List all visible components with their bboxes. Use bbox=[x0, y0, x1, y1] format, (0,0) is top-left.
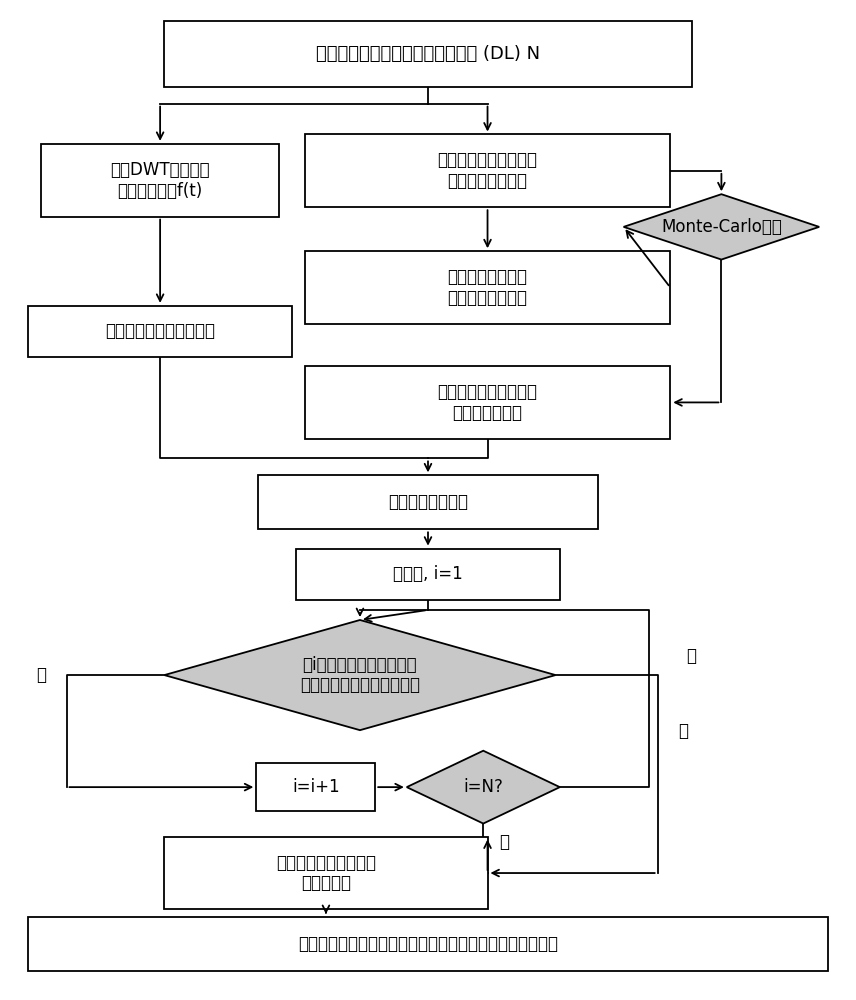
Text: i=i+1: i=i+1 bbox=[292, 778, 340, 796]
Text: 比较二者位置关系: 比较二者位置关系 bbox=[388, 493, 468, 511]
Polygon shape bbox=[164, 620, 556, 730]
FancyBboxPatch shape bbox=[256, 763, 375, 811]
Text: 确定标准小波能量密度
函数及置信区间: 确定标准小波能量密度 函数及置信区间 bbox=[437, 383, 538, 422]
Text: 初始化, i=1: 初始化, i=1 bbox=[393, 565, 463, 583]
FancyBboxPatch shape bbox=[305, 366, 670, 439]
FancyBboxPatch shape bbox=[305, 134, 670, 207]
FancyBboxPatch shape bbox=[296, 549, 560, 600]
Polygon shape bbox=[624, 194, 819, 260]
Text: 应用DWT方法分析
水文时间序列f(t): 应用DWT方法分析 水文时间序列f(t) bbox=[110, 161, 210, 200]
FancyBboxPatch shape bbox=[164, 21, 692, 87]
Text: 对应的最大时间尺度上的子序列为趋势项，其显著性已判别: 对应的最大时间尺度上的子序列为趋势项，其显著性已判别 bbox=[298, 935, 558, 953]
Polygon shape bbox=[407, 751, 560, 824]
Text: 确定其小波能量密度函数: 确定其小波能量密度函数 bbox=[105, 322, 215, 340]
Text: 否: 否 bbox=[678, 722, 688, 740]
FancyBboxPatch shape bbox=[28, 917, 828, 971]
FancyBboxPatch shape bbox=[305, 251, 670, 324]
Text: 选择小波函数并计算最大分解水平 (DL) N: 选择小波函数并计算最大分解水平 (DL) N bbox=[316, 45, 540, 63]
Text: 是: 是 bbox=[687, 647, 697, 665]
Text: 是: 是 bbox=[500, 833, 509, 851]
Text: 该子序列在统计意义上
是确定成分: 该子序列在统计意义上 是确定成分 bbox=[276, 854, 376, 892]
Text: i=N?: i=N? bbox=[463, 778, 503, 796]
FancyBboxPatch shape bbox=[164, 837, 488, 909]
Text: 计算白噪声序列的
小波能量密度函数: 计算白噪声序列的 小波能量密度函数 bbox=[448, 268, 527, 307]
FancyBboxPatch shape bbox=[28, 306, 292, 357]
Text: 生成和待分析序列相同
长度的白噪声序列: 生成和待分析序列相同 长度的白噪声序列 bbox=[437, 151, 538, 190]
FancyBboxPatch shape bbox=[258, 475, 598, 529]
Text: 否: 否 bbox=[36, 666, 46, 684]
FancyBboxPatch shape bbox=[41, 144, 279, 217]
Text: 第i分解水平上子序列小波
能量密度値高于置信区间？: 第i分解水平上子序列小波 能量密度値高于置信区间？ bbox=[300, 656, 420, 694]
Text: Monte-Carlo方法: Monte-Carlo方法 bbox=[661, 218, 782, 236]
